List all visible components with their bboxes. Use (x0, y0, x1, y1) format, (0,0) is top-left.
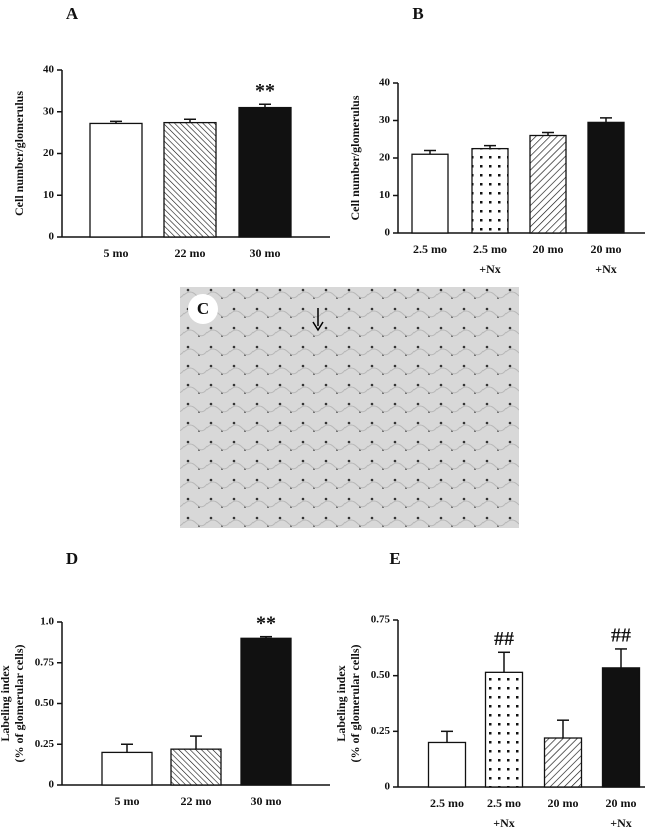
panel-badge (188, 294, 218, 324)
y-tick-label: 20 (379, 152, 391, 164)
bar (587, 121, 625, 234)
y-tick-label: 0.75 (371, 614, 391, 626)
x-tick-label: 2.5 mo (430, 796, 464, 810)
y-tick-label: 40 (379, 77, 391, 89)
y-axis-label: Labeling index (334, 665, 348, 741)
x-tick-label: +Nx (595, 262, 617, 276)
y-tick-label: 0.75 (35, 656, 55, 668)
significance-mark: ** (255, 80, 275, 102)
x-tick-label: +Nx (493, 816, 515, 827)
y-tick-label: 0 (49, 779, 55, 791)
y-axis-label: (% of glomerular cells) (12, 644, 26, 762)
y-tick-label: 0 (49, 231, 55, 243)
bar (411, 153, 449, 234)
bar (543, 737, 583, 788)
bar (170, 748, 222, 786)
y-tick-label: 0.25 (371, 725, 391, 737)
x-tick-label: 20 mo (606, 796, 637, 810)
significance-mark: ## (494, 628, 514, 650)
y-tick-label: 30 (43, 105, 55, 117)
x-tick-label: 22 mo (175, 246, 206, 260)
bar (101, 751, 153, 786)
y-tick-label: 40 (43, 64, 55, 76)
x-tick-label: 22 mo (181, 794, 212, 808)
x-tick-label: 20 mo (591, 242, 622, 256)
x-tick-label: 2.5 mo (487, 796, 521, 810)
bar (529, 134, 567, 234)
x-tick-label: 30 mo (251, 794, 282, 808)
y-axis-label: Cell number/glomerulus (12, 91, 26, 216)
panel-letter: E (389, 549, 400, 568)
x-tick-label: 2.5 mo (413, 242, 447, 256)
x-tick-label: 5 mo (115, 794, 140, 808)
y-axis-label: Labeling index (0, 665, 12, 741)
x-tick-label: 5 mo (104, 246, 129, 260)
bar (484, 671, 524, 788)
significance-mark: ** (256, 612, 276, 634)
bar (427, 741, 467, 788)
x-tick-label: 2.5 mo (473, 242, 507, 256)
y-tick-label: 0.50 (371, 669, 391, 681)
bar (601, 667, 641, 788)
panel-letter: A (66, 4, 79, 23)
significance-mark: ## (611, 625, 631, 647)
y-tick-label: 10 (379, 189, 391, 201)
x-tick-label: +Nx (610, 816, 632, 827)
y-tick-label: 0 (385, 227, 391, 239)
bar (163, 121, 217, 238)
y-tick-label: 0.50 (35, 697, 55, 709)
y-tick-label: 30 (379, 114, 391, 126)
arrow-head (312, 321, 324, 332)
panel-letter: C (197, 299, 209, 318)
y-tick-label: 1.0 (40, 616, 54, 628)
bar (240, 637, 292, 786)
panel-letter: B (412, 4, 423, 23)
y-tick-label: 20 (43, 147, 55, 159)
x-tick-label: 20 mo (533, 242, 564, 256)
y-tick-label: 10 (43, 189, 55, 201)
y-tick-label: 0.25 (35, 738, 55, 750)
panel-letter: D (66, 549, 78, 568)
bar (238, 106, 292, 238)
y-axis-label: (% of glomerular cells) (348, 644, 362, 762)
x-tick-label: +Nx (479, 262, 501, 276)
bar (471, 147, 509, 234)
x-tick-label: 30 mo (250, 246, 281, 260)
y-tick-label: 0 (385, 781, 391, 793)
x-tick-label: 20 mo (548, 796, 579, 810)
micrograph (180, 287, 519, 528)
bar (89, 122, 143, 238)
y-axis-label: Cell number/glomerulus (348, 95, 362, 220)
